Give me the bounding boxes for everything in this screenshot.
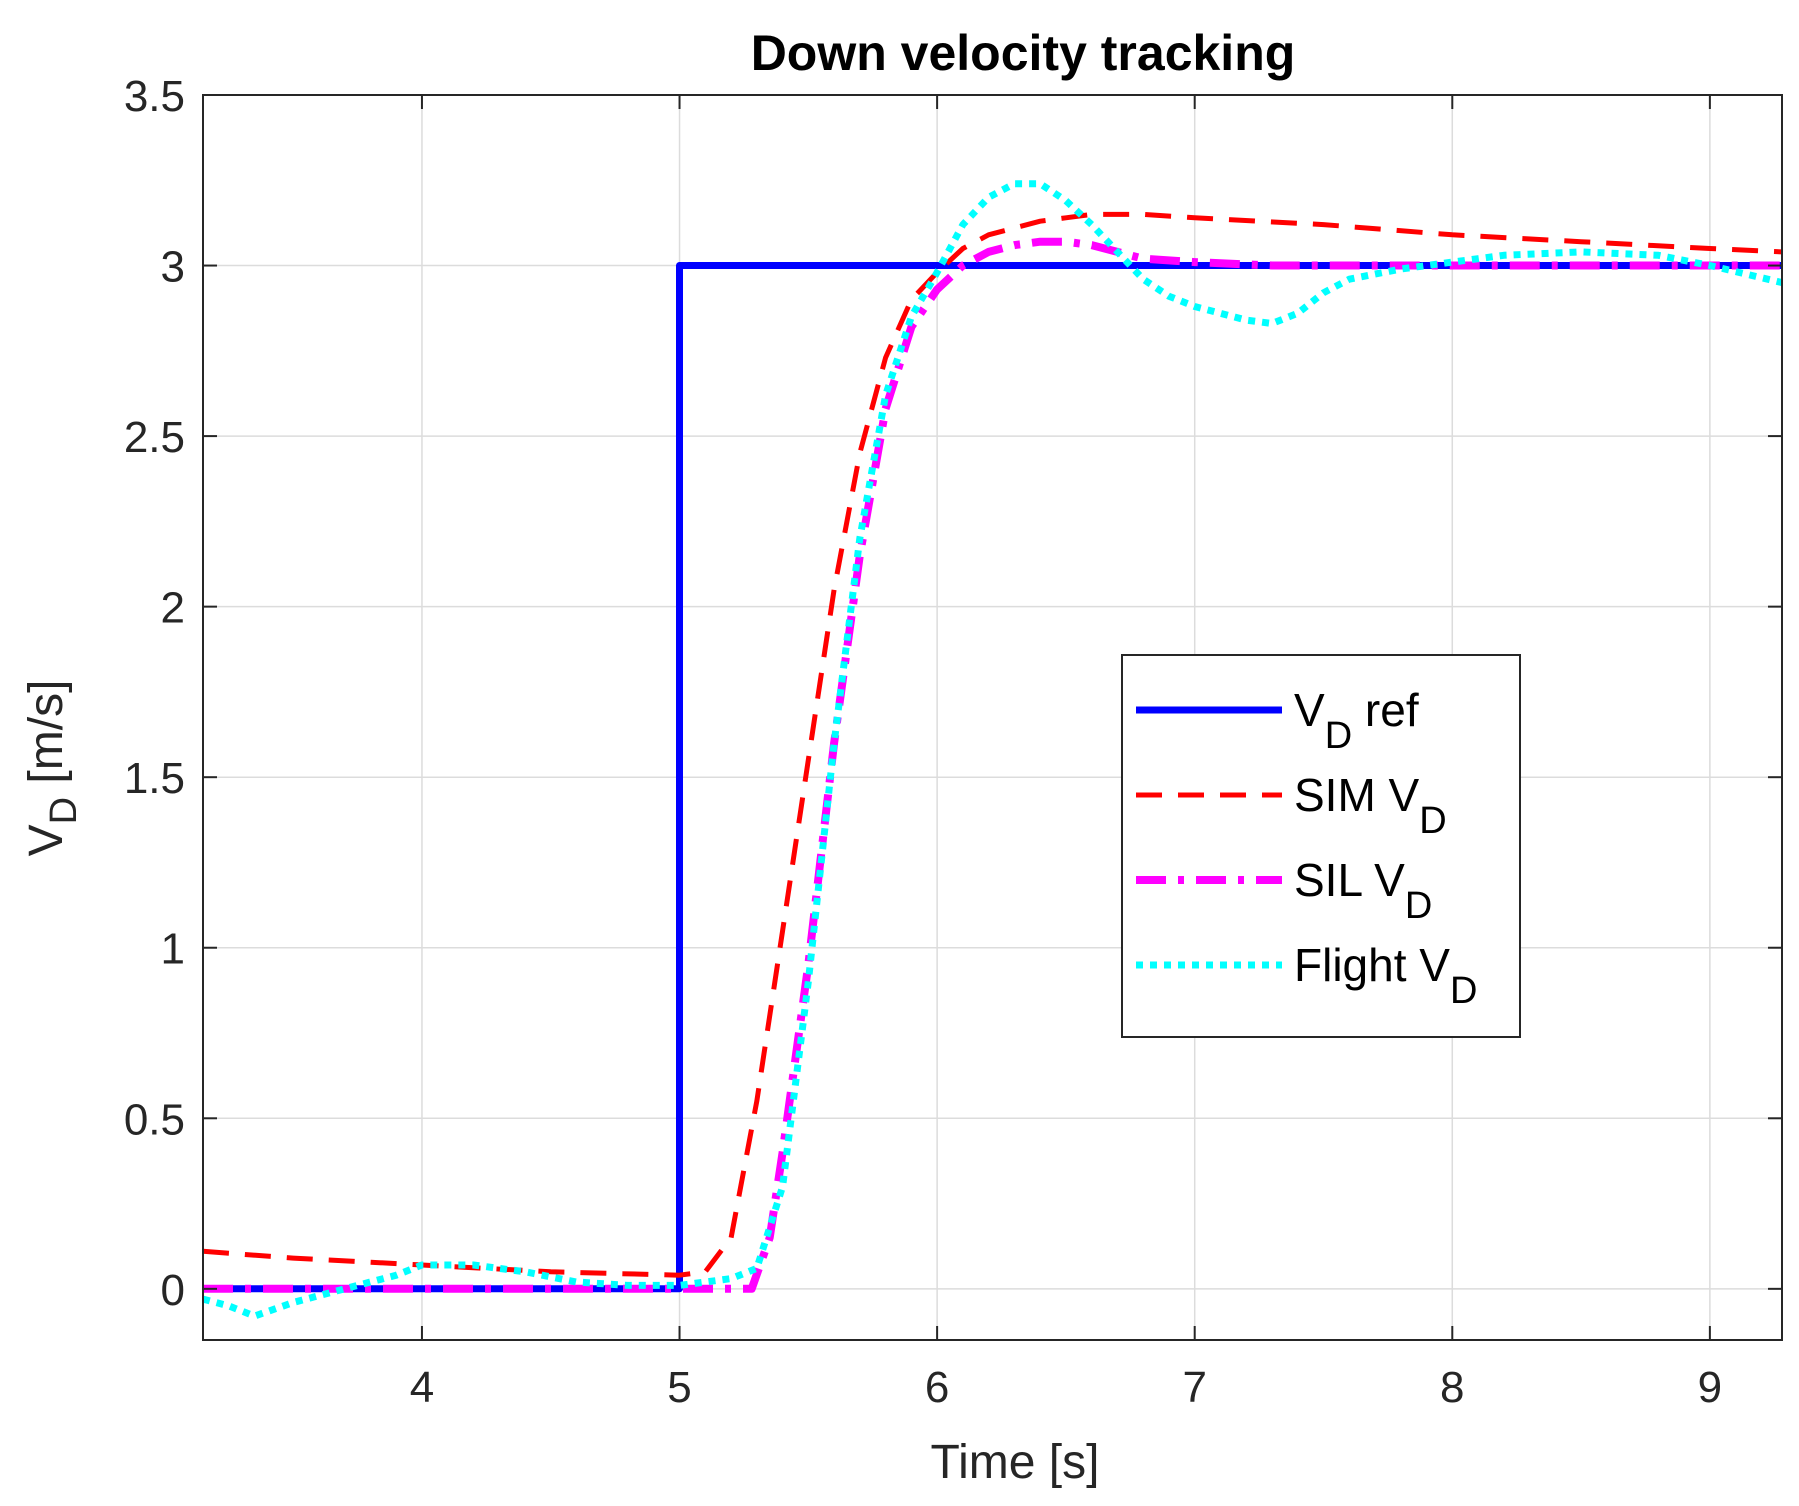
legend-label: Flight VD xyxy=(1294,939,1477,1012)
y-tick-label: 1 xyxy=(161,925,185,974)
legend-label: SIM VD xyxy=(1294,769,1447,842)
plot-area xyxy=(203,95,1782,1340)
y-label-main: V xyxy=(20,824,73,856)
y-tick-label: 2 xyxy=(161,584,185,633)
series-line-sim-v-d xyxy=(203,211,1782,1278)
plot-series xyxy=(203,180,1782,1320)
legend-label: SIL VD xyxy=(1294,854,1432,927)
y-label-sub: D xyxy=(43,797,85,824)
y-axis-label: VD [m/s] xyxy=(20,680,85,857)
x-tick-label: 7 xyxy=(1182,1363,1206,1412)
y-tick-label: 0.5 xyxy=(124,1095,185,1144)
y-tick-label: 3 xyxy=(161,243,185,292)
chart-title: Down velocity tracking xyxy=(751,25,1296,81)
y-label-rest: [m/s] xyxy=(20,680,73,797)
series-line-sil-v-d xyxy=(203,237,1782,1293)
x-tick-label: 4 xyxy=(410,1363,434,1412)
x-tick-label: 8 xyxy=(1440,1363,1464,1412)
y-tick-label: 2.5 xyxy=(124,413,185,462)
legend: VD ref SIM VD SIL VD Flight VD xyxy=(1121,654,1521,1038)
axis-ticks: 4 5 6 7 8 9 0 0.5 1 1.5 2 2.5 3 3.5 xyxy=(124,72,1782,1412)
legend-box xyxy=(1121,654,1521,1038)
x-tick-label: 6 xyxy=(925,1363,949,1412)
plot-frame xyxy=(202,94,1783,1341)
legend-label: VD ref xyxy=(1294,684,1419,757)
y-tick-label: 0 xyxy=(161,1266,185,1315)
series-line-flight-v-d xyxy=(203,180,1782,1320)
x-tick-label: 5 xyxy=(667,1363,691,1412)
x-axis-label: Time [s] xyxy=(931,1436,1100,1489)
y-tick-label: 1.5 xyxy=(124,754,185,803)
series-group xyxy=(203,180,1782,1320)
y-tick-label: 3.5 xyxy=(124,72,185,121)
x-tick-label: 9 xyxy=(1698,1363,1722,1412)
